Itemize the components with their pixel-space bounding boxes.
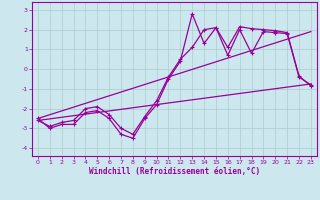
X-axis label: Windchill (Refroidissement éolien,°C): Windchill (Refroidissement éolien,°C) [89, 167, 260, 176]
